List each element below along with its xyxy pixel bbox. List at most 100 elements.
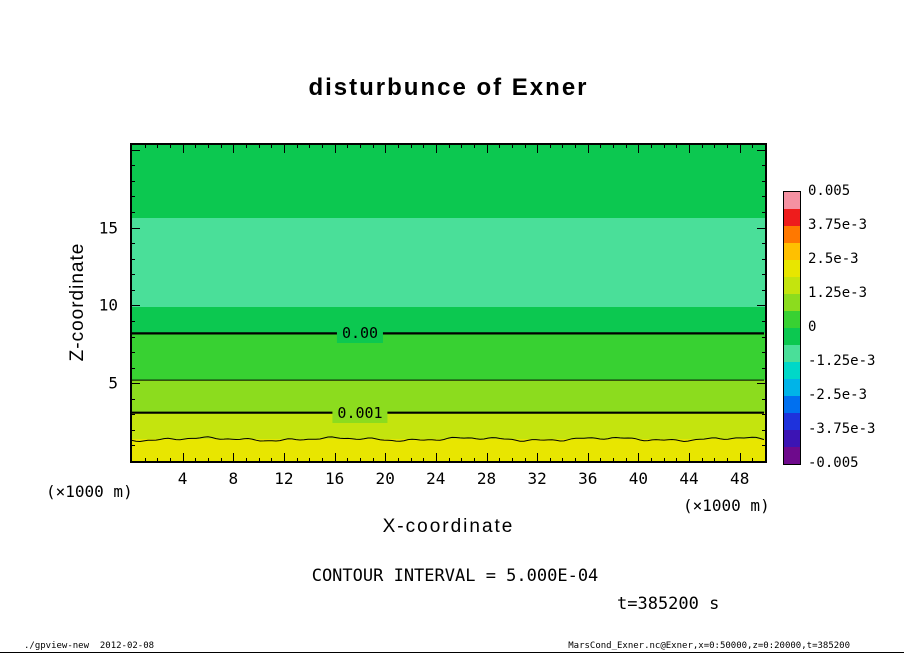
x-tick bbox=[727, 145, 728, 148]
z-tick bbox=[762, 367, 765, 369]
x-tick bbox=[170, 145, 171, 148]
x-tick bbox=[689, 145, 690, 153]
x-tick bbox=[233, 145, 235, 153]
x-tick bbox=[258, 145, 260, 148]
x-tick bbox=[271, 458, 273, 461]
x-tick bbox=[739, 453, 741, 461]
x-tick bbox=[347, 458, 349, 461]
z-tick bbox=[132, 196, 135, 198]
x-tick bbox=[537, 145, 539, 153]
x-tick bbox=[448, 145, 450, 148]
x-tick bbox=[701, 145, 703, 148]
x-tick bbox=[499, 145, 501, 148]
x-tick bbox=[208, 145, 209, 148]
z-tick bbox=[762, 243, 765, 245]
colorbar-segment bbox=[784, 209, 800, 226]
colorbar-label: -3.75e-3 bbox=[808, 421, 876, 437]
x-tick bbox=[727, 458, 728, 461]
x-tick bbox=[511, 458, 513, 461]
colorbar-label: -2.5e-3 bbox=[808, 387, 868, 403]
x-tick bbox=[309, 458, 311, 461]
colorbar bbox=[783, 191, 801, 465]
x-tick bbox=[575, 458, 577, 461]
x-tick bbox=[587, 453, 589, 461]
x-tick bbox=[562, 458, 564, 461]
contour-interval-text: CONTOUR INTERVAL = 5.000E-04 bbox=[311, 566, 599, 586]
x-tick bbox=[473, 145, 475, 148]
fill-band bbox=[132, 380, 765, 413]
contour-label: 0.00 bbox=[336, 323, 384, 344]
z-tick bbox=[762, 336, 765, 338]
fill-band bbox=[132, 218, 765, 307]
x-tick-label: 48 bbox=[730, 469, 750, 488]
x-tick bbox=[182, 145, 184, 153]
x-tick bbox=[562, 145, 564, 148]
x-tick bbox=[372, 145, 374, 148]
colorbar-segment bbox=[784, 345, 800, 362]
z-tick bbox=[132, 414, 135, 416]
x-tick bbox=[600, 458, 602, 461]
x-tick bbox=[245, 458, 247, 461]
x-tick-label: 20 bbox=[375, 469, 395, 488]
x-tick bbox=[283, 145, 285, 153]
x-tick bbox=[347, 145, 349, 148]
z-tick bbox=[762, 165, 765, 167]
z-tick bbox=[132, 429, 135, 431]
x-tick bbox=[397, 458, 399, 461]
z-tick bbox=[132, 320, 135, 322]
x-tick bbox=[195, 145, 197, 148]
z-tick bbox=[132, 274, 135, 276]
colorbar-segment bbox=[784, 328, 800, 345]
x-tick bbox=[170, 458, 171, 461]
colorbar-label: 1.25e-3 bbox=[808, 285, 868, 301]
x-tick bbox=[195, 458, 197, 461]
y-tick-label: 10 bbox=[98, 295, 118, 315]
contour-lines-layer bbox=[132, 332, 765, 443]
z-tick bbox=[762, 180, 765, 182]
x-tick bbox=[676, 458, 678, 461]
x-tick bbox=[410, 458, 412, 461]
x-tick bbox=[448, 458, 450, 461]
x-tick bbox=[321, 458, 323, 461]
x-tick-label: 12 bbox=[274, 469, 294, 488]
x-tick-label: 8 bbox=[228, 469, 239, 488]
x-tick bbox=[182, 453, 184, 461]
x-tick-label: 24 bbox=[426, 469, 446, 488]
colorbar-segment bbox=[784, 311, 800, 328]
z-tick bbox=[132, 211, 135, 213]
x-tick bbox=[663, 145, 665, 148]
x-tick bbox=[397, 145, 399, 148]
x-tick bbox=[524, 458, 526, 461]
x-tick bbox=[271, 145, 273, 148]
x-tick bbox=[752, 145, 754, 148]
fill-band bbox=[132, 439, 765, 461]
x-axis-label: X-coordinate bbox=[382, 516, 515, 537]
z-tick bbox=[132, 398, 135, 400]
z-tick bbox=[132, 289, 135, 291]
x-tick bbox=[752, 458, 754, 461]
x-tick-label: 36 bbox=[578, 469, 598, 488]
colorbar-segment bbox=[784, 413, 800, 430]
x-tick bbox=[296, 458, 298, 461]
z-tick bbox=[762, 196, 765, 198]
x-tick bbox=[334, 145, 336, 153]
x-tick bbox=[220, 458, 222, 461]
colorbar-segment bbox=[784, 396, 800, 413]
z-tick bbox=[132, 367, 135, 369]
colorbar-segment bbox=[784, 226, 800, 243]
x-tick bbox=[334, 453, 336, 461]
x-tick bbox=[625, 458, 627, 461]
z-tick bbox=[132, 352, 135, 353]
x-tick bbox=[473, 458, 475, 461]
x-tick bbox=[549, 458, 551, 461]
x-tick bbox=[511, 145, 513, 148]
z-tick bbox=[762, 289, 765, 291]
x-tick bbox=[499, 458, 501, 461]
fill-band bbox=[132, 412, 765, 440]
contour-label: 0.001 bbox=[332, 402, 388, 423]
z-tick bbox=[757, 383, 765, 385]
z-tick bbox=[762, 352, 765, 353]
colorbar-segment bbox=[784, 379, 800, 396]
footer-divider bbox=[0, 652, 904, 653]
